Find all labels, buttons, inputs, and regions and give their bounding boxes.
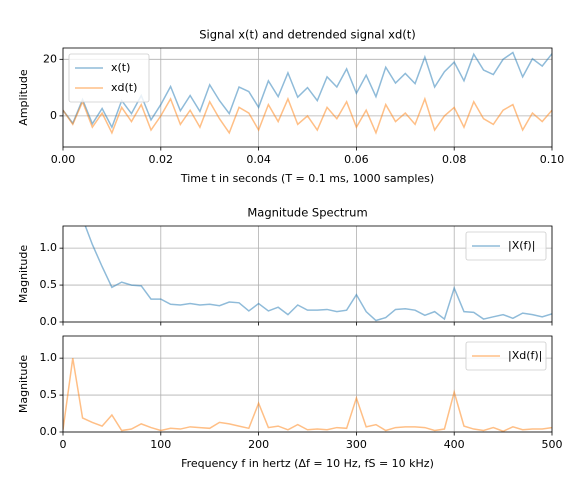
x-tick-label: 0 — [60, 438, 67, 451]
y-tick-label: 0.5 — [40, 388, 58, 401]
x-tick-label: 500 — [542, 438, 563, 451]
axes-frame — [62, 47, 553, 148]
chart-title: Signal x(t) and detrended signal xd(t) — [199, 28, 416, 42]
series-line — [63, 51, 552, 130]
legend-label: xd(t) — [111, 81, 137, 94]
legend-label: x(t) — [111, 61, 130, 74]
legend-box — [465, 341, 547, 371]
y-tick-label: 0.0 — [40, 315, 58, 328]
x-tick-label: 200 — [248, 438, 269, 451]
series-line — [63, 96, 552, 135]
x-tick-label: 0.02 — [149, 153, 174, 166]
x-tick-label: 100 — [150, 438, 171, 451]
x-tick-label: 0.06 — [344, 153, 369, 166]
x-axis-label: Time t in seconds (T = 0.1 ms, 1000 samp… — [180, 172, 434, 185]
x-axis-label: Frequency f in hertz (Δf = 10 Hz, fS = 1… — [181, 457, 434, 470]
series-line — [84, 226, 552, 322]
x-tick-label: 300 — [346, 438, 367, 451]
legend-label: |Xd(f)| — [508, 349, 542, 362]
x-tick-label: 0.08 — [442, 153, 467, 166]
y-axis-label: Magnitude — [17, 245, 30, 304]
y-tick-label: 20 — [43, 52, 57, 65]
y-axis-label: Magnitude — [17, 355, 30, 414]
y-tick-label: 0.0 — [40, 425, 58, 438]
axes-frame — [62, 225, 553, 323]
y-tick-label: 1.0 — [40, 241, 58, 254]
series-line — [63, 358, 552, 432]
legend-box — [68, 53, 150, 103]
y-tick-label: 1.0 — [40, 351, 58, 364]
x-tick-label: 0.10 — [540, 153, 565, 166]
chart-title: Magnitude Spectrum — [247, 206, 367, 220]
x-tick-label: 0.00 — [51, 153, 76, 166]
legend-label: |X(f)| — [508, 239, 535, 252]
legend-box — [465, 231, 547, 261]
axes-frame — [62, 335, 553, 433]
y-axis-label: Amplitude — [17, 69, 30, 126]
x-tick-label: 0.04 — [246, 153, 271, 166]
y-tick-label: 0.5 — [40, 278, 58, 291]
x-tick-label: 400 — [444, 438, 465, 451]
y-tick-label: 0 — [50, 109, 57, 122]
